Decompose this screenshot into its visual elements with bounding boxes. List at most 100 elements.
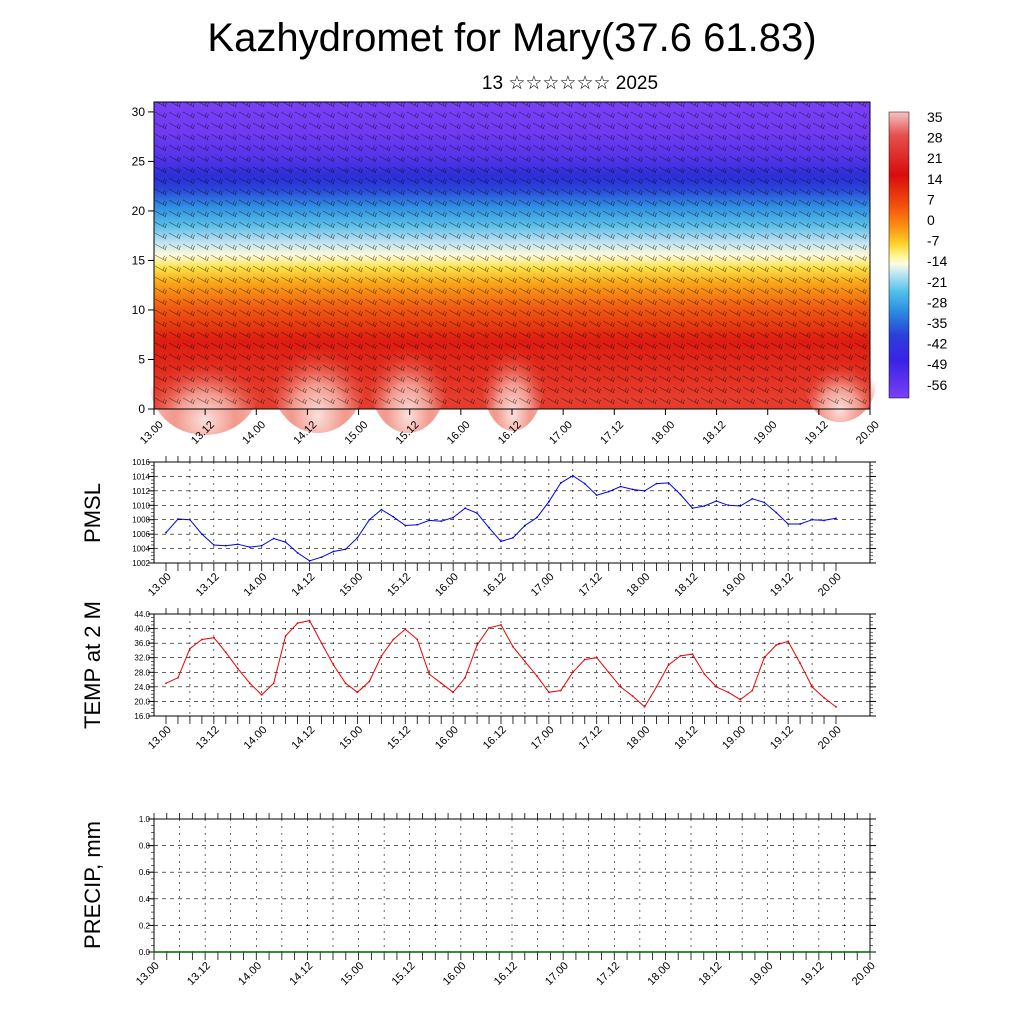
data-point — [380, 508, 383, 511]
data-point — [268, 951, 270, 953]
x-tick-label: 13.00 — [138, 419, 166, 447]
y-tick-label: 1012 — [132, 487, 150, 496]
data-point — [476, 644, 478, 646]
x-tick-label: 18.12 — [672, 724, 700, 752]
data-point — [488, 626, 490, 629]
data-point — [153, 951, 155, 953]
colorbar-label: 14 — [927, 171, 943, 187]
colorbar-label: -7 — [927, 233, 940, 249]
data-point — [651, 951, 654, 953]
data-point — [549, 951, 552, 953]
x-tick-label: 17.00 — [543, 960, 571, 988]
data-point — [242, 951, 245, 953]
data-point — [217, 951, 219, 953]
data-point — [613, 951, 616, 953]
colorbar-label: 28 — [927, 130, 943, 146]
data-point — [464, 507, 467, 510]
data-point — [547, 500, 550, 503]
y-tick-label: 30 — [132, 105, 146, 119]
wind-barbs — [154, 102, 870, 409]
y-tick-label: 0.2 — [139, 921, 151, 930]
data-point — [835, 705, 837, 708]
data-point — [306, 951, 309, 953]
data-point — [404, 524, 407, 527]
data-point — [823, 696, 825, 699]
pmsl-panel: 1002 1004 1006 1008 1010 1012 1014 1016 13.00 13.… — [80, 456, 876, 599]
colorbar-label: -21 — [927, 274, 947, 290]
x-tick-label: 19.12 — [768, 724, 796, 752]
data-point — [595, 656, 598, 659]
data-point — [715, 685, 718, 688]
data-point — [332, 664, 335, 666]
data-point — [571, 474, 574, 477]
data-point — [165, 951, 168, 953]
x-tick-label: 13.12 — [194, 571, 222, 599]
colorbar-label: 0 — [927, 212, 935, 228]
data-point — [631, 488, 634, 491]
data-point — [191, 951, 194, 953]
x-tick-label: 16.00 — [445, 419, 473, 447]
data-point — [488, 526, 490, 529]
data-point — [165, 531, 167, 534]
y-tick-label: 44.0 — [134, 610, 150, 619]
colorbar-label: -28 — [927, 294, 947, 310]
data-point — [523, 951, 526, 953]
data-point — [296, 552, 299, 554]
temp-panel: 16.0 20.0 24.0 28.0 32.0 36.0 40.0 44.0 13.00 13.… — [80, 601, 876, 752]
data-point — [787, 523, 790, 525]
x-tick-label: 15.12 — [385, 571, 413, 599]
y-tick-label: 16.0 — [134, 712, 150, 721]
y-tick-label: 1002 — [132, 559, 150, 568]
x-tick-label: 14.00 — [240, 419, 268, 447]
y-tick-label: 32.0 — [134, 654, 150, 663]
x-tick-label: 14.12 — [289, 571, 317, 599]
data-point — [799, 523, 802, 525]
x-tick-label: 13.00 — [134, 960, 162, 988]
pmsl-ylabel: PMSL — [80, 483, 105, 543]
data-point — [751, 497, 754, 500]
data-point — [715, 951, 718, 953]
data-point — [248, 682, 251, 685]
x-tick-label: 19.00 — [720, 724, 748, 752]
data-point — [165, 682, 167, 685]
data-point — [823, 519, 825, 522]
data-point — [739, 505, 742, 507]
data-point — [440, 520, 443, 523]
data-point — [408, 951, 411, 953]
data-point — [535, 675, 538, 677]
x-tick-label: 19.00 — [748, 960, 776, 988]
data-point — [178, 951, 181, 953]
data-point — [236, 667, 239, 670]
data-point — [344, 548, 347, 551]
data-point — [667, 664, 670, 666]
y-tick-label: 1008 — [132, 516, 150, 525]
data-point — [370, 951, 373, 953]
data-point — [189, 647, 191, 650]
data-point — [500, 540, 502, 543]
data-point — [308, 619, 311, 622]
y-tick-label: 1010 — [132, 501, 150, 510]
data-point — [280, 951, 283, 953]
data-point — [805, 951, 807, 953]
data-point — [452, 691, 455, 694]
data-point — [691, 653, 694, 655]
x-tick-label: 14.00 — [236, 960, 264, 988]
temp-ylabel: TEMP at 2 M — [80, 601, 105, 729]
data-point — [679, 493, 682, 496]
data-point — [200, 638, 203, 641]
data-point — [787, 640, 790, 643]
y-tick-label: 1014 — [132, 472, 150, 481]
precip-panel: 0.0 0.2 0.4 0.6 0.8 1.0 13.00 13.12 14.00 14.12 15… — [80, 813, 878, 988]
data-point — [655, 685, 658, 688]
data-point — [189, 518, 191, 521]
pmsl-frame — [153, 461, 871, 564]
data-point — [260, 544, 263, 547]
data-point — [356, 536, 359, 539]
data-point — [204, 951, 207, 953]
x-tick-label: 13.12 — [194, 724, 222, 752]
data-point — [308, 559, 311, 562]
data-point — [416, 523, 419, 526]
data-point — [200, 533, 203, 536]
data-point — [356, 691, 359, 694]
data-point — [702, 951, 705, 953]
